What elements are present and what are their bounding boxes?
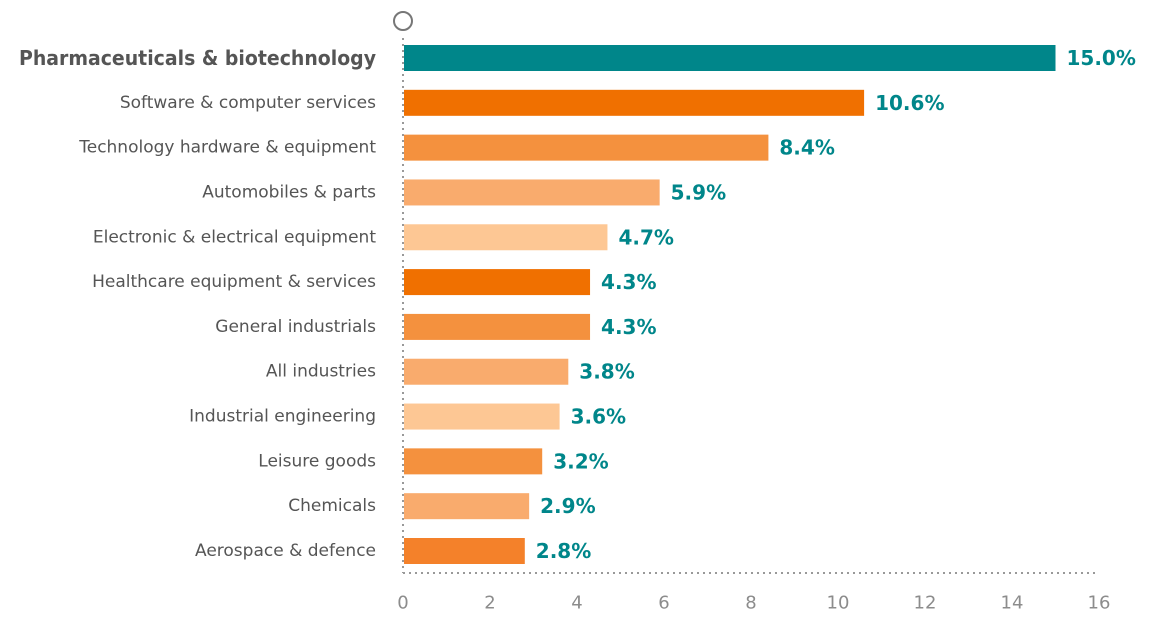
value-labels: 15.0% 10.6% 8.4% 5.9% 4.7% 4.3% 4.3% 3.8% 3.6% 3.… <box>536 46 1136 563</box>
value-label: 4.7% <box>618 225 673 249</box>
value-label: 3.8% <box>579 360 634 384</box>
bar <box>404 89 865 116</box>
category-label: General industrials <box>215 317 376 337</box>
bar <box>404 224 608 251</box>
category-label: Leisure goods <box>258 451 376 471</box>
value-label: 4.3% <box>601 270 656 294</box>
bar <box>404 134 769 161</box>
x-tick-label: 2 <box>484 593 495 614</box>
bar <box>404 538 525 564</box>
x-tick-label: 10 <box>827 593 850 614</box>
category-label: Pharmaceuticals & biotechnology <box>19 46 376 70</box>
value-label: 8.4% <box>779 136 834 160</box>
x-tick-label: 8 <box>745 593 756 614</box>
value-label: 15.0% <box>1067 46 1136 70</box>
category-label: Aerospace & defence <box>195 541 376 561</box>
category-label: Chemicals <box>288 496 376 516</box>
bar <box>404 269 591 296</box>
x-tick-label: 16 <box>1088 593 1111 614</box>
value-label: 3.6% <box>571 405 626 429</box>
category-label: Automobiles & parts <box>202 182 376 202</box>
value-label: 2.9% <box>540 494 595 518</box>
value-label: 4.3% <box>601 315 656 339</box>
category-labels: Pharmaceuticals & biotechnology Software … <box>19 46 376 561</box>
value-label: 3.2% <box>553 449 608 473</box>
value-label: 10.6% <box>875 91 944 115</box>
bar <box>404 179 660 206</box>
bar <box>404 403 560 430</box>
bar <box>404 448 543 475</box>
x-tick-label: 0 <box>397 593 408 614</box>
category-label: All industries <box>266 362 376 382</box>
category-label: Electronic & electrical equipment <box>93 227 376 247</box>
x-tick-label: 4 <box>571 593 582 614</box>
bar <box>404 493 530 520</box>
x-tick-label: 12 <box>914 593 937 614</box>
value-label: 2.8% <box>536 539 591 563</box>
bar <box>404 358 569 385</box>
bars-group <box>404 45 1056 564</box>
category-label: Industrial engineering <box>189 407 376 427</box>
circle-marker-icon <box>393 11 413 31</box>
category-label: Healthcare equipment & services <box>92 272 376 292</box>
x-axis-ticks: 0 2 4 6 8 10 12 14 16 <box>397 593 1110 614</box>
category-label: Technology hardware & equipment <box>78 138 376 158</box>
x-tick-label: 14 <box>1001 593 1024 614</box>
category-label: Software & computer services <box>120 93 376 113</box>
x-tick-label: 6 <box>658 593 669 614</box>
bar <box>404 313 591 340</box>
value-label: 5.9% <box>671 180 726 204</box>
bar <box>404 45 1056 71</box>
